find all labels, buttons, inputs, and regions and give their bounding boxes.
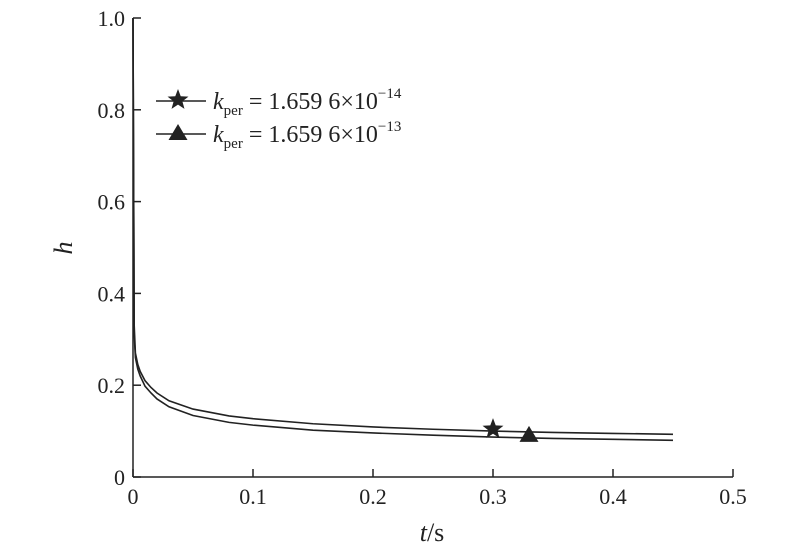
legend-1-exp: −14	[378, 86, 402, 102]
x-tick-label: 0.4	[599, 484, 627, 509]
x-tick-label: 0.2	[359, 484, 387, 509]
legend-1-k: k	[213, 89, 224, 115]
legend-1-sub: per	[224, 103, 243, 119]
legend-triangle-marker	[168, 124, 188, 140]
legend-2-exp: −13	[378, 119, 401, 135]
x-tick-label: 0.5	[719, 484, 747, 509]
x-axis-label-var: t	[420, 518, 428, 547]
y-tick-label: 0	[114, 465, 125, 490]
legend-2-k: k	[213, 122, 224, 148]
legend-star-marker	[167, 89, 189, 109]
legend-2-base: = 1.659 6×10	[243, 122, 378, 148]
triangle-marker	[519, 425, 539, 442]
legend-item-2: kper = 1.659 6×10−13	[156, 119, 401, 152]
legend-text-2: kper = 1.659 6×10−13	[213, 119, 401, 152]
legend-2-sub: per	[224, 136, 243, 152]
legend: kper = 1.659 6×10−14 kper = 1.659 6×10−1…	[156, 86, 402, 152]
y-tick-label: 0.2	[98, 373, 126, 398]
series-line-1	[132, 17, 674, 436]
y-tick-label: 0.4	[98, 281, 126, 306]
x-tick-label: 0	[128, 484, 139, 509]
y-tick-label: 0.6	[98, 190, 126, 215]
x-tick-label: 0.3	[479, 484, 507, 509]
legend-1-base: = 1.659 6×10	[243, 89, 378, 115]
tick-group: 0 0.1 0.2 0.3 0.4 0.5 0 0.2 0.4 0.6 0.8 1.0	[98, 6, 747, 509]
x-axis-label-unit: /s	[427, 518, 444, 547]
y-axis-label: h	[49, 242, 78, 255]
y-tick-label: 0.8	[98, 98, 126, 123]
legend-item-1: kper = 1.659 6×10−14	[156, 86, 402, 119]
marker-group	[482, 418, 539, 442]
star-marker	[482, 418, 504, 438]
x-axis-label: t/s	[420, 518, 445, 547]
legend-text-1: kper = 1.659 6×10−14	[213, 86, 402, 119]
x-tick-label: 0.1	[239, 484, 267, 509]
series-group	[132, 17, 674, 442]
series-line-2	[132, 17, 674, 442]
y-tick-label: 1.0	[98, 6, 126, 31]
